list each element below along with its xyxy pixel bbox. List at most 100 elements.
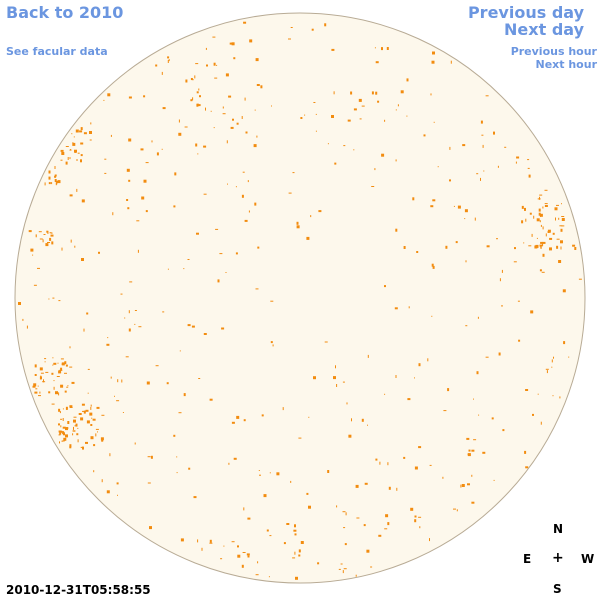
next-hour-link[interactable]: Next hour [535, 58, 598, 71]
compass-west-label: W [581, 552, 595, 566]
facula-speck [39, 367, 43, 371]
previous-day-link[interactable]: Previous day [467, 3, 584, 22]
facula-speck [104, 158, 107, 160]
facula-speck [253, 144, 257, 148]
facula-speck [60, 425, 62, 428]
facula-speck [549, 247, 552, 251]
facula-speck [134, 310, 137, 311]
facula-speck [162, 107, 166, 110]
facula-speck [60, 358, 64, 360]
facula-speck [397, 104, 399, 107]
facula-speck [58, 423, 60, 426]
facula-speck [114, 395, 115, 397]
facula-speck [241, 564, 244, 568]
facula-speck [290, 27, 293, 28]
facula-speck [244, 97, 246, 101]
facula-speck [286, 523, 290, 525]
facula-speck [83, 410, 86, 414]
facula-speck [242, 552, 246, 553]
facula-speck [73, 426, 74, 430]
facula-speck [69, 157, 71, 160]
facula-speck [56, 376, 60, 377]
facula-speck [32, 254, 34, 256]
facula-speck [180, 538, 184, 542]
facula-speck [22, 318, 24, 321]
facula-speck [198, 88, 200, 91]
facula-speck [233, 57, 236, 60]
facula-speck [558, 217, 560, 220]
facula-speck [110, 376, 112, 379]
facula-speck [400, 90, 404, 94]
facula-speck [69, 194, 73, 197]
facula-speck [60, 159, 63, 161]
facula-speck [225, 272, 227, 273]
facula-speck [327, 143, 329, 145]
facula-speck [485, 356, 489, 358]
facula-speck [51, 182, 53, 185]
facula-speck [471, 474, 473, 477]
facula-speck [559, 225, 563, 227]
facula-speck [81, 403, 85, 406]
facula-speck [45, 371, 49, 373]
facula-speck [243, 21, 247, 24]
facula-speck [55, 391, 58, 395]
facula-speck [209, 542, 213, 544]
facula-speck [69, 405, 73, 408]
facula-speck [197, 539, 199, 543]
facula-speck [231, 541, 235, 543]
facula-speck [167, 56, 170, 59]
facula-speck [350, 91, 353, 95]
facula-speck [60, 367, 63, 371]
facula-speck [298, 549, 301, 553]
previous-hour-link[interactable]: Previous hour [510, 45, 597, 58]
facula-speck [403, 456, 406, 459]
next-day-link[interactable]: Next day [504, 20, 584, 39]
facula-speck [241, 116, 243, 119]
facula-speck [407, 398, 411, 401]
back-to-year-link[interactable]: Back to 2010 [6, 3, 124, 22]
facula-speck [544, 203, 548, 205]
facula-speck [542, 253, 545, 257]
facula-speck [288, 192, 292, 194]
facula-speck [491, 417, 494, 420]
facula-speck [176, 456, 178, 458]
facula-speck [525, 466, 529, 469]
facula-speck [30, 248, 34, 252]
facula-speck [76, 188, 78, 192]
facula-speck [60, 384, 64, 388]
facula-speck [545, 368, 549, 370]
facula-speck [229, 42, 233, 45]
facula-speck [155, 64, 158, 67]
facula-speck [108, 94, 110, 96]
facula-speck [187, 324, 191, 327]
facula-speck [288, 38, 291, 40]
facula-speck [502, 429, 505, 432]
facula-speck [212, 36, 216, 38]
facula-speck [375, 61, 379, 64]
facula-speck [355, 574, 357, 577]
facula-speck [561, 218, 565, 221]
facula-speck [562, 289, 566, 293]
facula-speck [546, 370, 548, 374]
facula-speck [366, 549, 370, 553]
facula-speck [377, 100, 380, 103]
facula-speck [34, 391, 38, 394]
facula-speck [64, 390, 67, 393]
facula-speck [237, 554, 241, 558]
facula-speck [381, 153, 385, 157]
facula-speck [300, 541, 304, 544]
facula-speck [225, 73, 229, 77]
facula-speck [228, 462, 230, 465]
see-facular-data-link[interactable]: See facular data [6, 45, 108, 58]
facula-speck [342, 511, 346, 513]
facula-speck [53, 380, 55, 382]
facula-speck [185, 79, 188, 83]
facula-speck [333, 91, 335, 95]
facula-speck [74, 245, 76, 248]
facula-speck [263, 494, 267, 498]
facula-speck [527, 167, 530, 169]
facula-speck [553, 356, 554, 359]
facula-speck [272, 344, 274, 347]
facula-speck [87, 392, 89, 394]
facula-speck [78, 413, 82, 415]
